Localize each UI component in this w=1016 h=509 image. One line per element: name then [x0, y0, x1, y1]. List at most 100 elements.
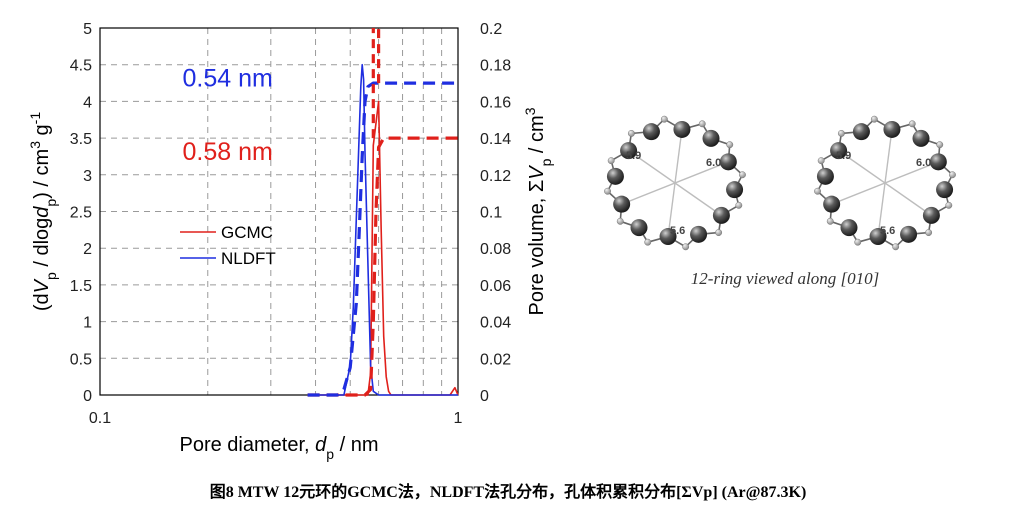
ring-oxygen-atom	[715, 229, 723, 237]
ring-silicon-atom	[840, 219, 858, 237]
ring-silicon-atom	[712, 206, 730, 224]
ring-oxygen-atom	[948, 171, 956, 179]
series-line-1	[307, 63, 458, 396]
ring-silicon-atom	[673, 120, 691, 138]
ring-silicon-atom	[936, 181, 954, 199]
x-tick-label: 1	[454, 410, 463, 427]
legend-label-gcmc: GCMC	[221, 223, 273, 242]
ring-oxygen-atom	[814, 187, 822, 195]
ring-silicon-atom	[883, 120, 901, 138]
ring-oxygen-atom	[826, 217, 834, 225]
ring-silicon-atom	[869, 228, 887, 246]
series-line-3	[307, 81, 458, 397]
ring-oxygen-atom	[604, 187, 612, 195]
right-y-tick-label: 0.06	[480, 278, 511, 295]
ring-silicon-atom	[690, 225, 708, 243]
ring-oxygen-atom	[726, 141, 734, 149]
ring-right-label-b: 6.0	[916, 157, 931, 169]
ring-oxygen-atom	[854, 238, 862, 246]
ring-oxygen-atom	[644, 238, 652, 246]
right-y-tick-label: 0	[480, 388, 489, 405]
ring-oxygen-atom	[908, 120, 916, 128]
right-y-tick-label: 0.18	[480, 58, 511, 75]
ring-oxygen-atom	[698, 120, 706, 128]
ring-silicon-atom	[816, 167, 834, 185]
ring-oxygen-atom	[607, 157, 615, 165]
right-y-tick-label: 0.08	[480, 241, 511, 258]
ring-right-label-c: 5.6	[880, 225, 895, 237]
left-y-tick-label: 2.5	[70, 205, 92, 222]
left-y-tick-label: 0.5	[70, 351, 92, 368]
right-y-tick-label: 0.14	[480, 131, 511, 148]
ring-silicon-atom	[929, 153, 947, 171]
ring-diameter	[628, 150, 722, 216]
grid-lines	[100, 28, 458, 395]
ring-oxygen-atom	[936, 141, 944, 149]
figure-caption: 图8 MTW 12元环的GCMC法，NLDFT法孔分布，孔体积累积分布[ΣVp]…	[209, 484, 807, 501]
ring-left-label-b: 6.0	[706, 157, 721, 169]
x-tick-label: 0.1	[89, 410, 111, 427]
left-y-tick-label: 1.5	[70, 278, 92, 295]
ring-silicon-atom	[852, 123, 870, 141]
left-y-tick-label: 2	[83, 241, 92, 258]
annotation-nldft-pore-size: 0.54 nm	[183, 65, 273, 93]
ring-silicon-atom	[606, 167, 624, 185]
ring-silicon-atom	[922, 206, 940, 224]
ring-oxygen-atom	[616, 217, 624, 225]
left-y-axis-title: (dVp / dlogdp) / cm3 g-1	[27, 112, 59, 311]
right-y-tick-label: 0.1	[480, 205, 502, 222]
left-y-tick-labels: 0 0.5 1 1.5 2 2.5 3 3.5 4 4.5 5	[70, 21, 92, 405]
left-y-tick-label: 0	[83, 388, 92, 405]
figure-canvas: 00.511.522.533.544.55 00.020.040.060.080…	[27, 21, 956, 462]
left-y-tick-label: 3.5	[70, 131, 92, 148]
ring-oxygen-atom	[870, 115, 878, 123]
ring-right	[814, 115, 956, 251]
left-y-tick-label: 5	[83, 21, 92, 38]
plot-frame	[99, 27, 459, 396]
annotation-gcmc-pore-size: 0.58 nm	[183, 138, 273, 166]
right-y-tick-label: 0.12	[480, 168, 511, 185]
right-y-tick-label: 0.04	[480, 315, 511, 332]
right-y-axis-title: Pore volume, ΣVp / cm3	[522, 107, 554, 315]
ring-silicon-atom	[900, 225, 918, 243]
ring-left	[604, 115, 746, 251]
series-layer	[307, 28, 459, 397]
ring-left-label-a: 5.9	[626, 150, 641, 162]
legend-label-nldft: NLDFT	[221, 249, 276, 268]
left-y-tick-label: 4.5	[70, 58, 92, 75]
left-y-tick-label: 1	[83, 315, 92, 332]
legend: GCMC NLDFT	[180, 223, 276, 268]
ring-oxygen-atom	[627, 129, 635, 137]
right-y-tick-label: 0.02	[480, 351, 511, 368]
ring-caption: 12-ring viewed along [010]	[691, 269, 879, 288]
ring-oxygen-atom	[660, 115, 668, 123]
ring-diagram: 5.9 6.0 5.6 5.9 6.0 5.6 12-ring viewed a…	[604, 115, 956, 288]
ring-silicon-atom	[830, 142, 848, 160]
ring-left-label-c: 5.6	[670, 225, 685, 237]
left-y-tick-label: 3	[83, 168, 92, 185]
ring-oxygen-atom	[682, 243, 690, 251]
ring-oxygen-atom	[925, 229, 933, 237]
right-y-tick-labels: 0 0.02 0.04 0.06 0.08 0.1 0.12 0.14 0.16 0.18 0.2	[480, 21, 511, 405]
ring-oxygen-atom	[738, 171, 746, 179]
ring-oxygen-atom	[735, 201, 743, 209]
x-tick-labels: 0.1 1	[89, 410, 463, 427]
x-axis-title: Pore diameter, dp / nm	[180, 434, 379, 462]
ring-silicon-atom	[620, 142, 638, 160]
series-line-2	[307, 136, 458, 397]
ring-silicon-atom	[912, 129, 930, 147]
ring-oxygen-atom	[837, 129, 845, 137]
ring-silicon-atom	[702, 129, 720, 147]
ring-oxygen-atom	[945, 201, 953, 209]
right-y-tick-label: 0.16	[480, 94, 511, 111]
ring-silicon-atom	[659, 228, 677, 246]
ring-silicon-atom	[630, 219, 648, 237]
ring-oxygen-atom	[892, 243, 900, 251]
ring-silicon-atom	[823, 195, 841, 213]
ring-silicon-atom	[642, 123, 660, 141]
ring-silicon-atom	[726, 181, 744, 199]
right-y-tick-label: 0.2	[480, 21, 502, 38]
ring-oxygen-atom	[817, 157, 825, 165]
left-y-tick-label: 4	[83, 94, 92, 111]
ring-diameter	[838, 150, 932, 216]
